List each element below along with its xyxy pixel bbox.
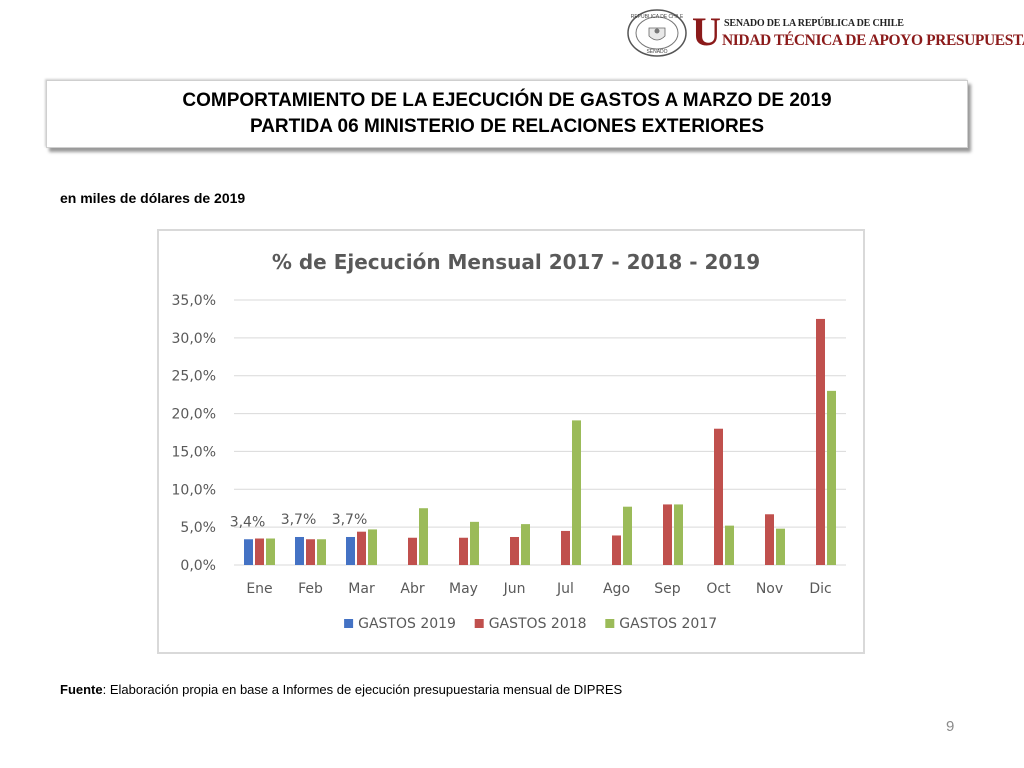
y-tick-label: 0,0% [180, 558, 216, 574]
legend-swatch [605, 619, 614, 628]
y-tick-label: 10,0% [172, 482, 216, 498]
senate-logo: REPÚBLICA DE CHILE SENADO U SENADO DE LA… [626, 8, 1018, 60]
x-tick-label: Nov [756, 581, 783, 597]
bar-gastos-2017 [521, 524, 530, 565]
bar-chart: % de Ejecución Mensual 2017 - 2018 - 201… [159, 231, 863, 652]
data-label: 3,7% [332, 512, 368, 528]
x-tick-label: Jun [503, 581, 526, 597]
bar-gastos-2017 [725, 526, 734, 565]
x-tick-label: Feb [298, 581, 323, 597]
y-tick-label: 20,0% [172, 407, 216, 423]
bar-gastos-2017 [266, 539, 275, 566]
x-tick-label: Abr [400, 581, 424, 597]
bar-gastos-2018 [306, 539, 315, 565]
x-tick-label: Oct [706, 581, 731, 597]
x-tick-label: Mar [348, 581, 375, 597]
bar-gastos-2017 [674, 504, 683, 565]
x-tick-label: May [449, 581, 478, 597]
logo-initial: U [692, 12, 721, 52]
slide-title-line-1: COMPORTAMIENTO DE LA EJECUCIÓN DE GASTOS… [182, 88, 831, 114]
seal-top-text: REPÚBLICA DE CHILE [631, 13, 684, 20]
bar-gastos-2018 [408, 538, 417, 565]
y-tick-label: 5,0% [180, 520, 216, 536]
bar-gastos-2019 [346, 537, 355, 565]
bar-gastos-2017 [572, 420, 581, 565]
bar-gastos-2017 [470, 522, 479, 565]
legend-swatch [475, 619, 484, 628]
bar-gastos-2017 [317, 539, 326, 565]
bar-gastos-2017 [623, 507, 632, 565]
slide-title-box: COMPORTAMIENTO DE LA EJECUCIÓN DE GASTOS… [46, 80, 968, 148]
legend-label: GASTOS 2018 [489, 616, 587, 632]
logo-unit-text: NIDAD TÉCNICA DE APOYO PRESUPUESTARIO [722, 32, 1024, 50]
x-tick-label: Dic [809, 581, 831, 597]
bar-gastos-2019 [244, 539, 253, 565]
x-tick-label: Jul [556, 581, 574, 597]
bar-gastos-2018 [510, 537, 519, 565]
seal-bottom-text: SENADO [646, 49, 667, 55]
data-label: 3,4% [230, 514, 266, 530]
units-label: en miles de dólares de 2019 [60, 190, 245, 206]
senate-seal-icon: REPÚBLICA DE CHILE SENADO [626, 8, 688, 58]
y-tick-label: 15,0% [172, 444, 216, 460]
data-label: 3,7% [281, 512, 317, 528]
y-tick-label: 25,0% [172, 369, 216, 385]
chart-title: % de Ejecución Mensual 2017 - 2018 - 201… [272, 250, 760, 274]
chart-container: % de Ejecución Mensual 2017 - 2018 - 201… [157, 229, 865, 654]
x-tick-label: Ago [603, 581, 630, 597]
logo-senate-text: SENADO DE LA REPÚBLICA DE CHILE [724, 18, 904, 29]
source-label: Fuente [60, 682, 103, 697]
bar-gastos-2018 [459, 538, 468, 565]
bar-gastos-2018 [357, 532, 366, 565]
bar-gastos-2017 [776, 529, 785, 565]
bar-gastos-2018 [714, 429, 723, 565]
bar-gastos-2018 [816, 319, 825, 565]
source-text: : Elaboración propia en base a Informes … [103, 682, 623, 697]
bar-gastos-2017 [419, 508, 428, 565]
bar-gastos-2019 [295, 537, 304, 565]
bar-gastos-2017 [827, 391, 836, 565]
legend-label: GASTOS 2019 [358, 616, 456, 632]
bar-gastos-2018 [255, 539, 264, 566]
bar-gastos-2018 [765, 514, 774, 565]
bar-gastos-2018 [612, 535, 621, 565]
source-note: Fuente: Elaboración propia en base a Inf… [60, 682, 622, 697]
slide-title-line-2: PARTIDA 06 MINISTERIO DE RELACIONES EXTE… [250, 114, 764, 140]
bar-gastos-2018 [663, 504, 672, 565]
x-tick-label: Sep [654, 581, 681, 597]
y-tick-label: 35,0% [172, 293, 216, 309]
bar-gastos-2017 [368, 529, 377, 565]
page-number: 9 [946, 718, 954, 735]
y-tick-label: 30,0% [172, 331, 216, 347]
legend-label: GASTOS 2017 [619, 616, 717, 632]
bar-gastos-2018 [561, 531, 570, 565]
legend-swatch [344, 619, 353, 628]
x-tick-label: Ene [246, 581, 272, 597]
